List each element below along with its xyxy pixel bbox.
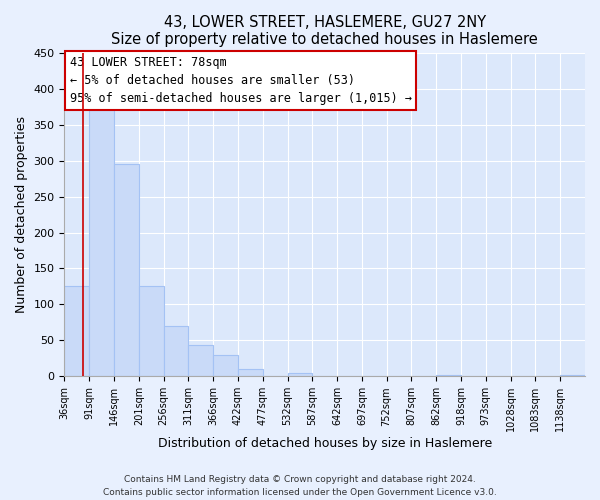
Text: Contains HM Land Registry data © Crown copyright and database right 2024.
Contai: Contains HM Land Registry data © Crown c… [103, 476, 497, 497]
X-axis label: Distribution of detached houses by size in Haslemere: Distribution of detached houses by size … [158, 437, 492, 450]
Bar [188, 344, 213, 376]
Bar [164, 326, 188, 376]
Bar [114, 164, 139, 376]
Bar [64, 286, 89, 376]
Title: 43, LOWER STREET, HASLEMERE, GU27 2NY
Size of property relative to detached hous: 43, LOWER STREET, HASLEMERE, GU27 2NY Si… [112, 15, 538, 48]
Bar [287, 373, 313, 376]
Y-axis label: Number of detached properties: Number of detached properties [15, 116, 28, 313]
Bar [89, 110, 114, 376]
Text: 43 LOWER STREET: 78sqm
← 5% of detached houses are smaller (53)
95% of semi-deta: 43 LOWER STREET: 78sqm ← 5% of detached … [70, 56, 412, 105]
Bar [560, 375, 585, 376]
Bar [436, 375, 461, 376]
Bar [139, 286, 164, 376]
Bar [238, 369, 263, 376]
Bar [213, 356, 238, 376]
